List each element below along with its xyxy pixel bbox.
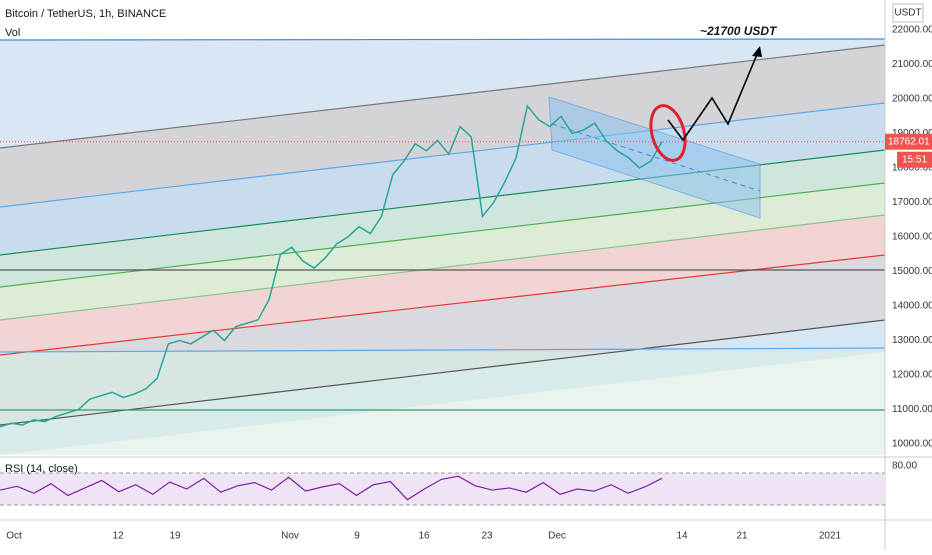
price-label: 15000.00: [892, 266, 932, 277]
last-price-badge: [885, 133, 932, 150]
price-label: 19000.00: [892, 128, 932, 139]
countdown: 15:51: [902, 154, 927, 165]
price-labels: 22000.00 21000.00 20000.00 19000.00 18000.00…: [892, 25, 932, 450]
rsi-band: [0, 473, 885, 505]
time-label: Nov: [281, 531, 299, 542]
countdown-badge: [897, 151, 932, 168]
time-label: 19: [169, 531, 181, 542]
price-label: 17000.00: [892, 197, 932, 208]
time-label: 23: [481, 531, 493, 542]
band: [0, 183, 885, 320]
price-label: 16000.00: [892, 232, 932, 243]
projection-arrow: [667, 51, 759, 142]
price-label: 11000.00: [892, 404, 932, 415]
time-label: 14: [676, 531, 688, 542]
rsi-upper-label: 80.00: [892, 461, 917, 472]
time-label: 16: [418, 531, 430, 542]
time-label: 9: [354, 531, 360, 542]
arrow-head: [752, 46, 762, 57]
price-axis: [885, 0, 932, 520]
price-label: 12000.00: [892, 370, 932, 381]
symbol-title: Bitcoin / TetherUS, 1h, BINANCE: [5, 8, 166, 20]
price-layer: [0, 104, 885, 428]
band: [0, 352, 885, 455]
price-line: [0, 104, 663, 428]
time-label: 2021: [819, 531, 842, 542]
price-label: 10000.00: [892, 439, 932, 450]
last-price: 18762.01: [888, 136, 930, 147]
time-label: Oct: [6, 531, 22, 542]
rsi-line: [0, 475, 663, 501]
price-label: 22000.00: [892, 25, 932, 36]
price-label: 21000.00: [892, 59, 932, 70]
time-label: Dec: [548, 531, 566, 542]
price-label: 14000.00: [892, 301, 932, 312]
price-label: 20000.00: [892, 94, 932, 105]
time-label: 12: [112, 531, 124, 542]
rsi-layer: [0, 475, 663, 501]
price-label: 13000.00: [892, 335, 932, 346]
price-label: 18000.00: [892, 163, 932, 174]
band: [0, 45, 885, 207]
rsi-title: RSI (14, close): [5, 463, 78, 475]
band: [0, 215, 885, 355]
currency: USDT: [894, 8, 921, 19]
band: [0, 39, 885, 148]
highlight-circle: [649, 104, 687, 162]
volume-label: Vol: [5, 27, 20, 39]
currency-box[interactable]: [892, 3, 924, 23]
time-labels: Oct 12 19 Nov 9 16 23 Dec 14 21 2021: [6, 531, 841, 542]
trend-lines: [0, 38, 886, 426]
time-label: 21: [736, 531, 748, 542]
channel-mid: [551, 123, 761, 192]
annotation: ~21700 USDT: [700, 24, 778, 38]
falling-channel: [548, 96, 761, 219]
